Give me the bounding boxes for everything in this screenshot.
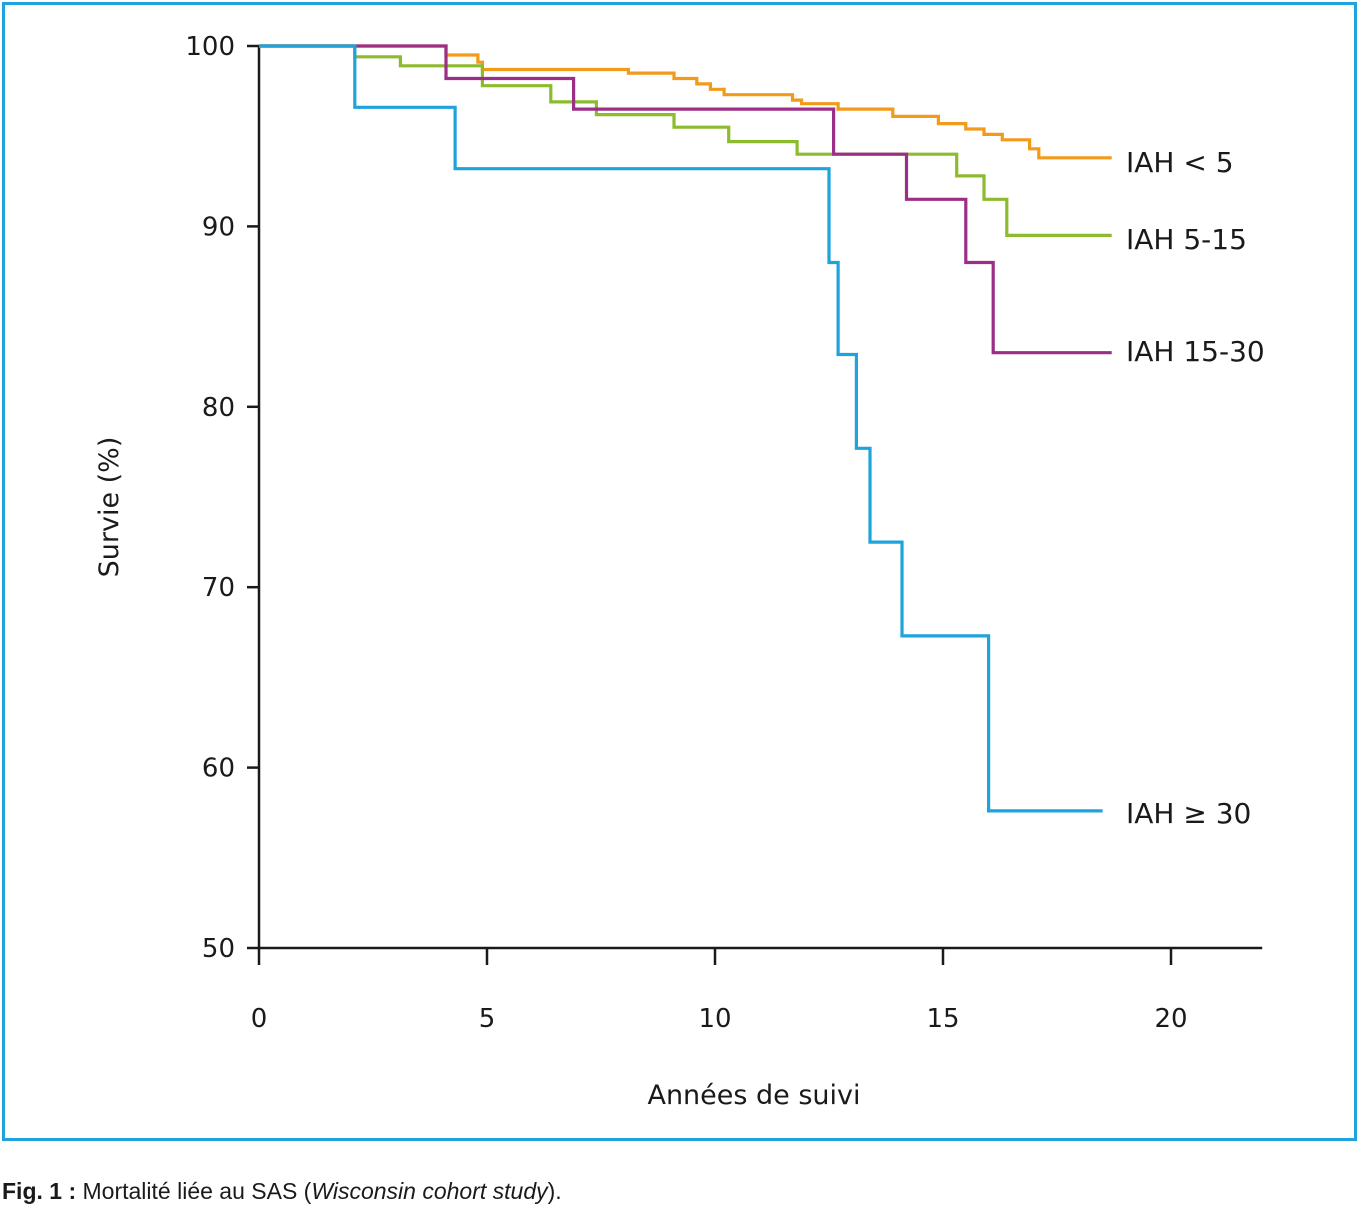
- survival-chart: 50 60 70 80 90 100 0 5 10 15 20 Années de suivi Surv…: [94, 32, 1265, 1111]
- x-tick-label: 20: [1154, 1004, 1187, 1034]
- x-tick-label: 5: [479, 1004, 496, 1034]
- x-tick-label: 15: [926, 1004, 959, 1034]
- series-line: [259, 44, 1103, 813]
- caption-label: Fig. 1 :: [2, 1178, 77, 1204]
- x-tick-label: 0: [251, 1004, 268, 1034]
- series-line: [259, 44, 1112, 237]
- series-label: IAH ≥ 30: [1126, 797, 1251, 830]
- y-tick-label: 100: [185, 32, 235, 62]
- caption-text: Mortalité liée au SAS (: [76, 1178, 312, 1204]
- y-tick-label: 70: [202, 573, 235, 603]
- y-tick-label: 60: [202, 754, 235, 784]
- caption-end: ).: [547, 1178, 562, 1204]
- x-axis-label: Années de suivi: [647, 1080, 860, 1111]
- y-tick-label: 90: [202, 212, 235, 242]
- series-line: [259, 44, 1112, 355]
- series-line: [259, 44, 1112, 160]
- series-label: IAH 5-15: [1126, 223, 1247, 256]
- caption-italic: Wisconsin cohort study: [311, 1178, 548, 1204]
- series-label: IAH < 5: [1126, 146, 1234, 179]
- figure-caption: Fig. 1 : Mortalité liée au SAS (Wisconsi…: [2, 1178, 562, 1205]
- figure-frame: 50 60 70 80 90 100 0 5 10 15 20 Années de suivi Surv…: [2, 2, 1357, 1141]
- y-tick-label: 80: [202, 393, 235, 423]
- series-label: IAH 15-30: [1126, 335, 1265, 368]
- y-axis-label: Survie (%): [94, 437, 125, 578]
- y-tick-label: 50: [202, 934, 235, 964]
- x-tick-label: 10: [698, 1004, 731, 1034]
